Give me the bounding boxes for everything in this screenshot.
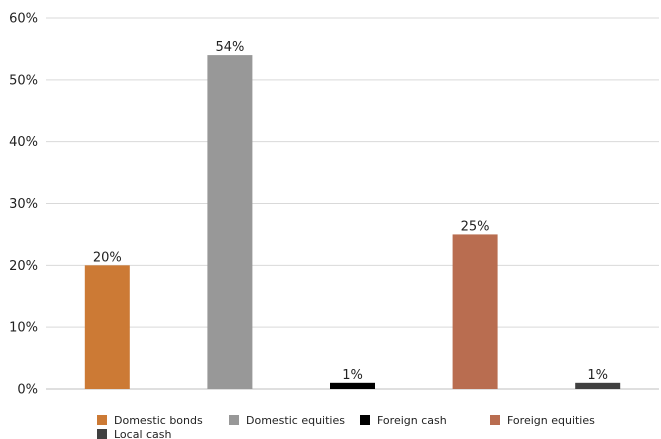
y-tick-label: 50% — [9, 73, 38, 88]
data-label: 1% — [342, 368, 363, 383]
data-labels: 20% 54% 1% 25% 1% — [93, 40, 608, 383]
y-tick-label: 30% — [9, 197, 38, 212]
legend-swatch — [490, 415, 500, 425]
legend-label: Domestic equities — [246, 414, 345, 427]
legend: Domestic bonds Domestic equities Foreign c… — [97, 414, 595, 439]
legend-swatch — [229, 415, 239, 425]
gridlines — [46, 17, 659, 390]
y-tick-label: 10% — [9, 321, 38, 336]
bars — [84, 55, 621, 389]
legend-label: Foreign equities — [507, 414, 595, 427]
data-label: 25% — [461, 219, 490, 234]
bar-domestic-bonds — [84, 265, 130, 389]
y-tick-label: 0% — [17, 383, 38, 398]
legend-label: Foreign cash — [377, 414, 447, 427]
legend-label: Local cash — [114, 428, 172, 439]
data-label: 1% — [587, 368, 608, 383]
legend-swatch — [97, 429, 107, 439]
bar-domestic-equities — [207, 55, 253, 389]
data-label: 54% — [215, 40, 244, 55]
legend-label: Domestic bonds — [114, 414, 203, 427]
bar-foreign-cash — [330, 382, 375, 389]
y-tick-label: 20% — [9, 259, 38, 274]
y-tick-label: 60% — [9, 12, 38, 27]
bar-foreign-equities — [452, 234, 498, 389]
y-tick-label: 40% — [9, 135, 38, 150]
legend-swatch — [360, 415, 370, 425]
bar-local-cash — [575, 382, 621, 389]
data-label: 20% — [93, 250, 122, 265]
legend-swatch — [97, 415, 107, 425]
y-axis-tick-labels: 0% 10% 20% 30% 40% 50% 60% — [9, 12, 38, 398]
